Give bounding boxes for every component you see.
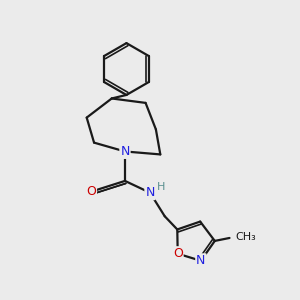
Text: N: N [196,254,206,267]
Text: H: H [157,182,165,192]
Text: N: N [145,186,155,199]
Text: CH₃: CH₃ [236,232,256,242]
Text: O: O [173,247,183,260]
Text: O: O [86,185,96,198]
Text: N: N [120,145,130,158]
